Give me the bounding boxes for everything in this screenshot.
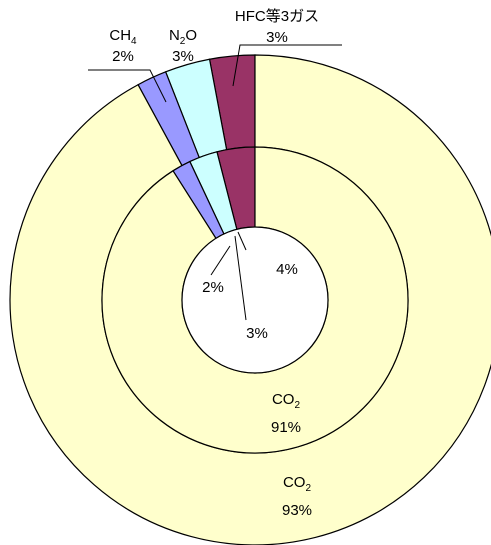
chart-slices: [9, 54, 491, 545]
leader-lines: [88, 44, 342, 321]
label-outer-n2o: N2O: [169, 27, 197, 47]
value-inner-hfc: 4%: [276, 261, 298, 278]
leader-line-outer-hfc: [232, 44, 342, 87]
value-outer-n2o: 3%: [172, 48, 194, 65]
label-outer-hfc: HFC等3ガス: [235, 7, 319, 25]
label-outer-ch4: CH4: [109, 27, 137, 47]
leader-line-inner-hfc: [237, 231, 247, 251]
leader-line-inner-n2o: [234, 235, 247, 321]
label-outer-co2: CO2: [283, 474, 312, 494]
value-outer-co2: 93%: [282, 502, 312, 519]
label-inner-co2: CO2: [272, 391, 301, 411]
center-hole: [181, 226, 329, 374]
value-inner-n2o: 3%: [246, 325, 268, 342]
leader-line-outer-ch4: [88, 69, 167, 103]
value-outer-ch4: 2%: [112, 48, 134, 65]
leader-line-inner-ch4: [210, 245, 231, 276]
value-outer-hfc: 3%: [266, 29, 288, 46]
value-inner-co2: 91%: [271, 419, 301, 436]
value-inner-ch4: 2%: [202, 279, 224, 296]
